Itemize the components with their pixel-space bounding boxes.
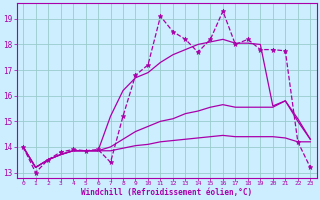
X-axis label: Windchill (Refroidissement éolien,°C): Windchill (Refroidissement éolien,°C)	[81, 188, 252, 197]
